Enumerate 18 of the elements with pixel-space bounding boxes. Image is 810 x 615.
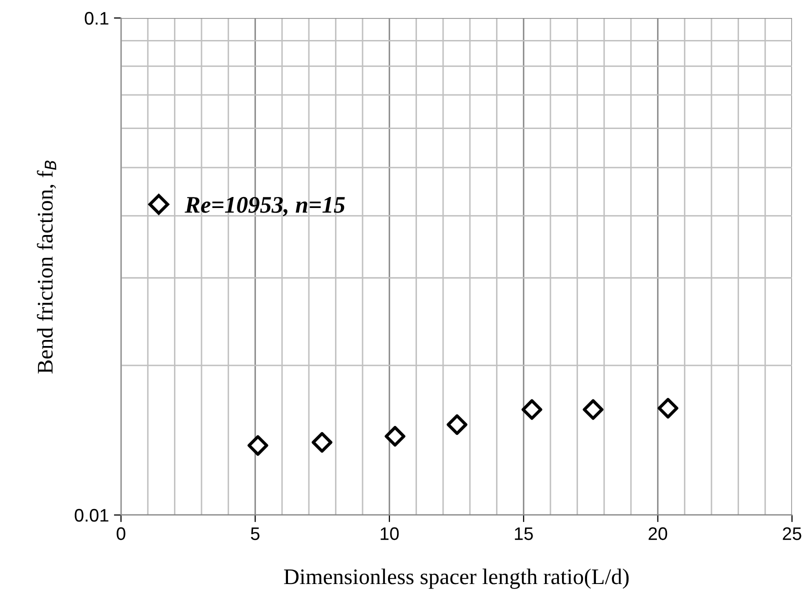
point xyxy=(248,435,268,456)
x-tick-label: 25 xyxy=(782,527,802,540)
x-tick-label: 0 xyxy=(116,527,126,540)
y-tick-label: 0.01 xyxy=(74,508,108,522)
point xyxy=(658,398,678,419)
point xyxy=(446,414,468,435)
point xyxy=(312,432,332,453)
legend-label: Re=10953, n=15 xyxy=(184,196,345,216)
x-tick-label: 5 xyxy=(250,527,260,540)
point xyxy=(384,426,406,447)
x-axis-title: Dimensionless spacer length ratio(L/d) xyxy=(284,568,629,589)
x-tick-label: 20 xyxy=(648,527,668,540)
point xyxy=(522,399,542,420)
y-axis-title: Bend friction faction, f$_{B}$ xyxy=(36,160,56,374)
x-tick-label: 10 xyxy=(380,527,399,540)
x-tick-label: 15 xyxy=(514,527,533,540)
point xyxy=(582,399,604,420)
y-tick-label: 0.1 xyxy=(84,12,108,25)
